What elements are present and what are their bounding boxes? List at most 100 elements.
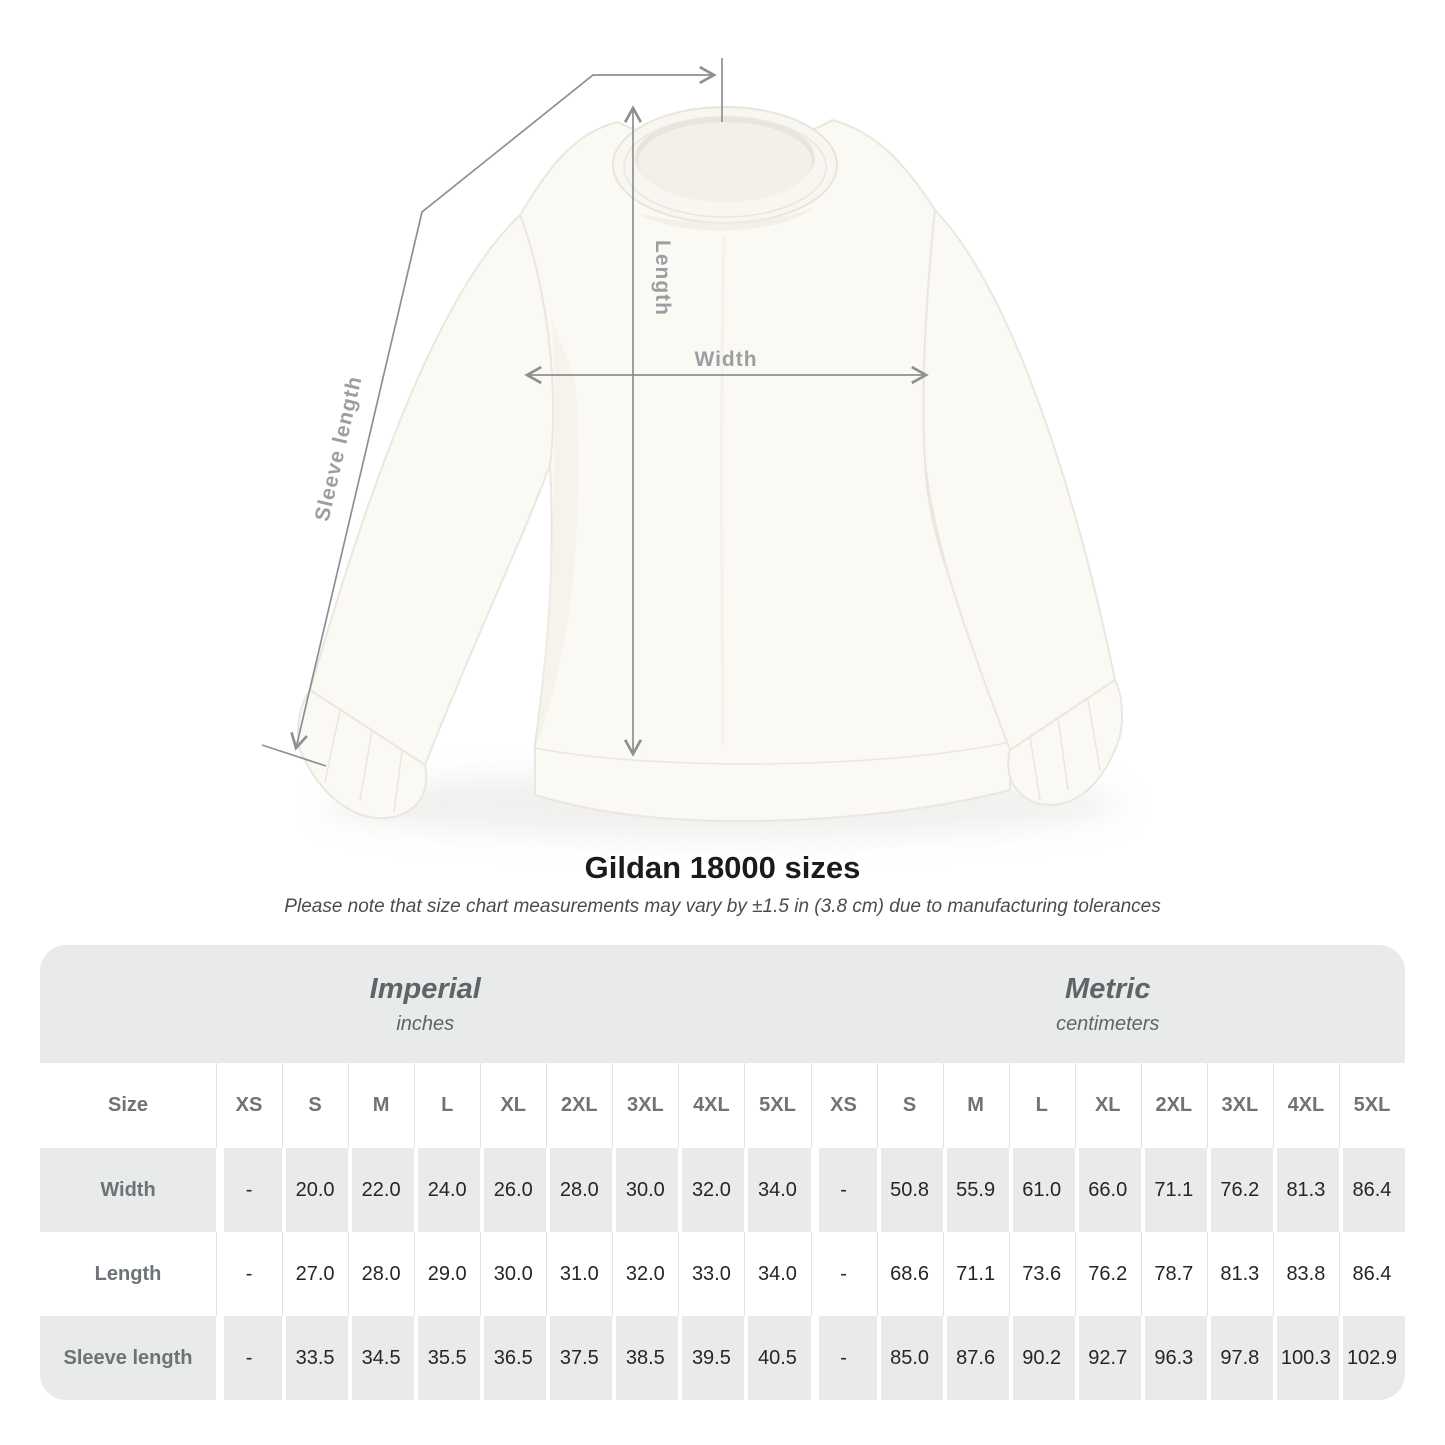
value-cell: 50.8 — [876, 1148, 943, 1232]
imperial-group-title: Imperial — [369, 972, 481, 1005]
value-cell: 90.2 — [1008, 1316, 1075, 1400]
row-label: Width — [40, 1148, 216, 1232]
size-header-cell: 2XL — [546, 1063, 613, 1148]
value-cell: 31.0 — [546, 1232, 613, 1316]
row-label: Length — [40, 1232, 216, 1316]
value-cell: - — [216, 1148, 283, 1232]
value-cell: 71.1 — [1140, 1148, 1207, 1232]
value-cell: 33.5 — [282, 1316, 349, 1400]
value-cell: 28.0 — [348, 1232, 415, 1316]
value-cell: 36.5 — [480, 1316, 547, 1400]
value-cell: - — [216, 1232, 283, 1316]
right-cuff — [1007, 678, 1124, 806]
value-cell: 38.5 — [612, 1316, 679, 1400]
value-cell: 24.0 — [414, 1148, 481, 1232]
value-cell: 92.7 — [1074, 1316, 1141, 1400]
dimension-lines — [261, 58, 929, 767]
value-cell: - — [216, 1316, 283, 1400]
value-cell: 20.0 — [282, 1148, 349, 1232]
value-cell: 30.0 — [612, 1148, 679, 1232]
value-cell: 71.1 — [942, 1232, 1009, 1316]
size-header-cell: 4XL — [1272, 1063, 1339, 1148]
hem-seam — [534, 741, 1011, 765]
value-cell: 78.7 — [1140, 1232, 1207, 1316]
value-cell: 30.0 — [480, 1232, 547, 1316]
metric-group-header: Metric centimeters — [810, 945, 1405, 1063]
center-crease — [720, 234, 726, 746]
sleeve-dimension-label: Sleeve length — [311, 374, 367, 524]
value-cell: 34.0 — [744, 1148, 811, 1232]
imperial-group-header: Imperial inches — [40, 945, 811, 1063]
size-header-cell: S — [876, 1063, 943, 1148]
value-cell: 40.5 — [744, 1316, 811, 1400]
page-title: Gildan 18000 sizes — [584, 850, 861, 885]
size-header-cell: 2XL — [1140, 1063, 1207, 1148]
size-header-cell: L — [1008, 1063, 1075, 1148]
value-cell: 100.3 — [1272, 1316, 1339, 1400]
value-cell: 96.3 — [1140, 1316, 1207, 1400]
value-cell: 39.5 — [678, 1316, 745, 1400]
size-header-cell: XS — [810, 1063, 877, 1148]
size-header-cell: 3XL — [1206, 1063, 1273, 1148]
row-label: Sleeve length — [40, 1316, 216, 1400]
right-cuff-rib — [1029, 699, 1101, 801]
value-cell: 37.5 — [546, 1316, 613, 1400]
size-header-cell: XL — [480, 1063, 547, 1148]
sleeve-length-line — [290, 65, 717, 751]
value-cell: 87.6 — [942, 1316, 1009, 1400]
size-header-cell: 5XL — [744, 1063, 811, 1148]
value-cell: 22.0 — [348, 1148, 415, 1232]
size-header-cell: 3XL — [612, 1063, 679, 1148]
value-cell: 26.0 — [480, 1148, 547, 1232]
value-cell: - — [810, 1148, 877, 1232]
value-cell: 32.0 — [678, 1148, 745, 1232]
value-cell: 66.0 — [1074, 1148, 1141, 1232]
right-sleeve — [922, 207, 1117, 752]
value-cell: 81.3 — [1206, 1232, 1273, 1316]
size-header-cell: L — [414, 1063, 481, 1148]
value-cell: 73.6 — [1008, 1232, 1075, 1316]
size-header-cell: M — [348, 1063, 415, 1148]
value-cell: 86.4 — [1338, 1232, 1405, 1316]
value-cell: 102.9 — [1338, 1316, 1405, 1400]
value-cell: 61.0 — [1008, 1148, 1075, 1232]
size-column-header: Size — [40, 1063, 216, 1148]
size-header-cell: M — [942, 1063, 1009, 1148]
value-cell: 55.9 — [942, 1148, 1009, 1232]
value-cell: 76.2 — [1206, 1148, 1273, 1232]
metric-group-title: Metric — [1065, 972, 1151, 1005]
size-header-cell: 5XL — [1338, 1063, 1405, 1148]
tolerance-note: Please note that size chart measurements… — [284, 896, 1161, 917]
value-cell: 76.2 — [1074, 1232, 1141, 1316]
metric-group-unit: centimeters — [1056, 1012, 1160, 1035]
value-cell: 81.3 — [1272, 1148, 1339, 1232]
collar-inner-back — [638, 122, 812, 202]
value-cell: 85.0 — [876, 1316, 943, 1400]
value-cell: 83.8 — [1272, 1232, 1339, 1316]
value-cell: 34.5 — [348, 1316, 415, 1400]
size-header-cell: XS — [216, 1063, 283, 1148]
value-cell: 34.0 — [744, 1232, 811, 1316]
value-cell: 97.8 — [1206, 1316, 1273, 1400]
size-header-cell: 4XL — [678, 1063, 745, 1148]
left-sleeve — [308, 213, 555, 767]
size-header-cell: S — [282, 1063, 349, 1148]
value-cell: - — [810, 1316, 877, 1400]
value-cell: 68.6 — [876, 1232, 943, 1316]
sweatshirt-measurement-diagram: Length Width Sleeve length — [261, 58, 1124, 839]
value-cell: 29.0 — [414, 1232, 481, 1316]
value-cell: - — [810, 1232, 877, 1316]
value-cell: 27.0 — [282, 1232, 349, 1316]
width-dimension-label: Width — [694, 348, 757, 371]
value-cell: 33.0 — [678, 1232, 745, 1316]
length-dimension-label: Length — [651, 240, 674, 316]
imperial-group-unit: inches — [396, 1012, 455, 1035]
value-cell: 35.5 — [414, 1316, 481, 1400]
value-cell: 28.0 — [546, 1148, 613, 1232]
size-header-cell: XL — [1074, 1063, 1141, 1148]
value-cell: 86.4 — [1338, 1148, 1405, 1232]
size-table: Imperial inches Metric centimeters Size X… — [40, 945, 1405, 1400]
sleeve-end-cap — [261, 744, 327, 767]
value-cell: 32.0 — [612, 1232, 679, 1316]
